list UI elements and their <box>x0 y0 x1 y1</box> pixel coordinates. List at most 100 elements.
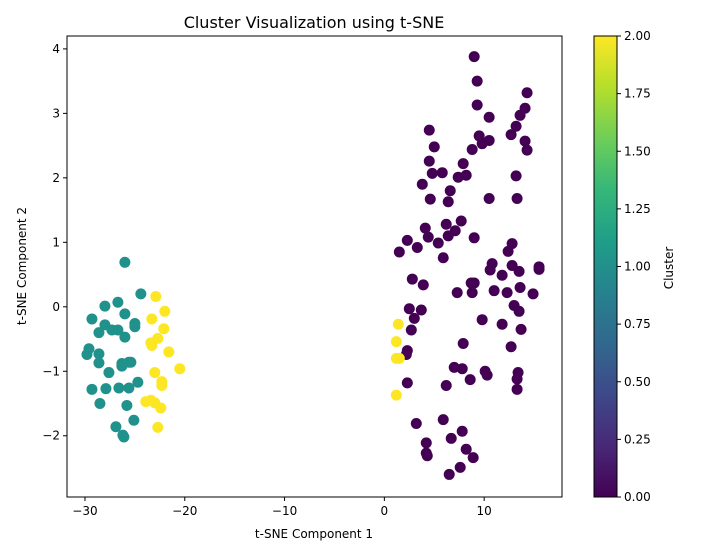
x-tick-label: −30 <box>72 504 97 518</box>
y-tick-label: 3 <box>52 106 60 120</box>
data-point-cluster-1 <box>81 349 93 361</box>
data-point-cluster-0 <box>444 185 456 197</box>
data-point-cluster-0 <box>419 222 431 234</box>
data-point-cluster-2 <box>392 318 404 330</box>
data-point-cluster-0 <box>481 369 493 381</box>
data-point-cluster-0 <box>423 155 435 167</box>
data-point-cluster-0 <box>466 143 478 155</box>
data-point-cluster-1 <box>135 288 147 300</box>
data-point-cluster-0 <box>455 215 467 227</box>
data-point-cluster-0 <box>511 383 523 395</box>
data-point-cluster-0 <box>514 109 526 121</box>
data-point-cluster-0 <box>457 158 469 170</box>
data-point-cluster-0 <box>437 252 449 264</box>
data-point-cluster-0 <box>401 377 413 389</box>
data-point-cluster-1 <box>121 399 133 411</box>
data-point-cluster-0 <box>510 170 522 182</box>
x-axis-ticks: −30 −20 −10 0 10 <box>72 497 492 518</box>
data-point-cluster-0 <box>513 305 525 317</box>
data-point-cluster-1 <box>119 331 131 343</box>
data-point-cluster-0 <box>515 323 527 335</box>
data-point-cluster-0 <box>519 135 531 147</box>
data-point-cluster-0 <box>408 312 420 324</box>
data-point-cluster-0 <box>471 75 483 87</box>
data-point-cluster-0 <box>443 468 455 480</box>
data-point-cluster-0 <box>421 450 433 462</box>
colorbar-tick-label: 1.00 <box>624 260 651 274</box>
data-point-cluster-0 <box>467 452 479 464</box>
data-point-cluster-2 <box>152 421 164 433</box>
y-tick-label: −1 <box>42 364 60 378</box>
y-axis-label: t-SNE Component 2 <box>15 207 29 325</box>
data-point-cluster-0 <box>422 231 434 243</box>
data-point-cluster-2 <box>156 379 168 391</box>
y-tick-label: 2 <box>52 171 60 185</box>
data-point-cluster-0 <box>423 124 435 136</box>
colorbar-ticks: 0.00 0.25 0.50 0.75 1.00 1.25 1.50 1.75 2.00 <box>617 29 651 504</box>
data-point-cluster-0 <box>411 241 423 253</box>
points-layer <box>81 51 545 480</box>
data-point-cluster-0 <box>454 461 466 473</box>
colorbar-tick-label: 2.00 <box>624 29 651 43</box>
y-axis-ticks: −2 −1 0 1 2 3 4 <box>42 42 67 443</box>
data-point-cluster-1 <box>86 313 98 325</box>
y-tick-label: −2 <box>42 429 60 443</box>
data-point-cluster-2 <box>393 352 405 364</box>
data-point-cluster-0 <box>471 99 483 111</box>
data-point-cluster-0 <box>424 193 436 205</box>
data-point-cluster-0 <box>527 288 539 300</box>
data-point-cluster-0 <box>476 138 488 150</box>
plot-frame <box>66 35 563 498</box>
data-point-cluster-0 <box>533 263 545 275</box>
x-tick-label: −20 <box>172 504 197 518</box>
data-point-cluster-0 <box>432 237 444 249</box>
data-point-cluster-1 <box>128 414 140 426</box>
data-point-cluster-0 <box>406 273 418 285</box>
x-tick-label: 0 <box>381 504 389 518</box>
data-point-cluster-1 <box>119 256 131 268</box>
data-point-cluster-0 <box>410 417 422 429</box>
data-point-cluster-2 <box>155 402 167 414</box>
data-point-cluster-1 <box>118 431 130 443</box>
data-point-cluster-1 <box>94 398 106 410</box>
data-point-cluster-0 <box>496 269 508 281</box>
data-point-cluster-0 <box>426 167 438 179</box>
data-point-cluster-1 <box>99 300 111 312</box>
data-point-cluster-2 <box>159 305 171 317</box>
data-point-cluster-0 <box>420 437 432 449</box>
data-point-cluster-1 <box>123 382 135 394</box>
data-point-cluster-0 <box>440 218 452 230</box>
x-tick-label: 10 <box>477 504 492 518</box>
data-point-cluster-1 <box>113 382 125 394</box>
data-point-cluster-0 <box>521 87 533 99</box>
x-tick-label: −10 <box>272 504 297 518</box>
data-point-cluster-1 <box>100 383 112 395</box>
data-point-cluster-0 <box>428 141 440 153</box>
data-point-cluster-0 <box>401 234 413 246</box>
colorbar-label: Cluster <box>662 247 676 290</box>
data-point-cluster-0 <box>502 245 514 257</box>
data-point-cluster-0 <box>501 287 513 299</box>
data-point-cluster-0 <box>417 279 429 291</box>
data-point-cluster-0 <box>456 425 468 437</box>
data-point-cluster-0 <box>513 265 525 277</box>
data-point-cluster-0 <box>436 167 448 179</box>
data-point-cluster-0 <box>460 443 472 455</box>
data-point-cluster-0 <box>483 111 495 123</box>
data-point-cluster-1 <box>116 360 128 372</box>
data-point-cluster-2 <box>163 346 175 358</box>
data-point-cluster-0 <box>468 277 480 289</box>
data-point-cluster-0 <box>405 324 417 336</box>
data-point-cluster-0 <box>440 379 452 391</box>
data-point-cluster-0 <box>445 432 457 444</box>
data-point-cluster-0 <box>488 285 500 297</box>
data-point-cluster-2 <box>149 367 161 379</box>
data-point-cluster-0 <box>457 338 469 350</box>
y-tick-label: 0 <box>52 300 60 314</box>
data-point-cluster-0 <box>442 196 454 208</box>
x-axis-label: t-SNE Component 1 <box>255 527 373 541</box>
data-point-cluster-1 <box>132 376 144 388</box>
y-tick-label: 4 <box>52 42 60 56</box>
data-point-cluster-0 <box>483 192 495 204</box>
